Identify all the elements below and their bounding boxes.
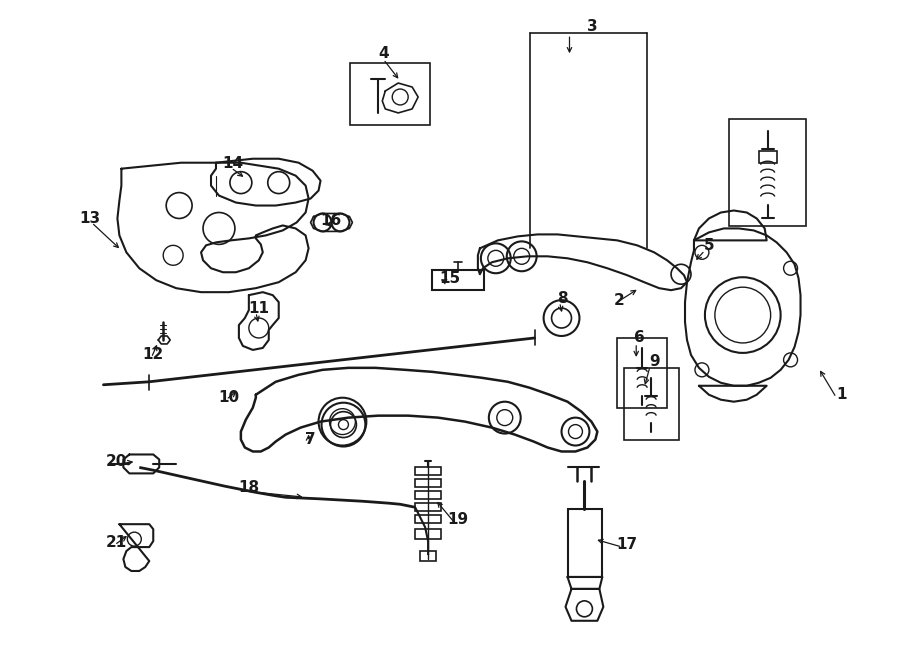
Bar	[415, 491, 441, 499]
Text: 21: 21	[106, 535, 127, 549]
Bar	[568, 509, 602, 577]
Text: 20: 20	[105, 454, 127, 469]
Bar	[432, 270, 484, 290]
Bar	[415, 467, 441, 475]
Bar	[420, 551, 436, 561]
Text: 5: 5	[704, 238, 715, 253]
Text: 10: 10	[219, 390, 239, 405]
Text: 3: 3	[587, 19, 598, 34]
Bar	[415, 503, 441, 511]
Bar	[415, 529, 441, 539]
Text: 12: 12	[142, 348, 164, 362]
Text: 15: 15	[439, 271, 461, 286]
Text: 2: 2	[614, 293, 625, 307]
Bar	[350, 63, 430, 125]
Text: 19: 19	[447, 512, 469, 527]
Text: 14: 14	[222, 156, 244, 171]
Bar	[759, 151, 777, 163]
Text: 1: 1	[836, 387, 847, 403]
Text: 13: 13	[79, 211, 100, 226]
Text: 16: 16	[320, 213, 341, 228]
Text: 4: 4	[378, 46, 389, 61]
Text: 7: 7	[305, 432, 316, 447]
Text: 17: 17	[616, 537, 638, 551]
Bar	[729, 119, 806, 227]
Bar	[625, 368, 679, 440]
Text: 9: 9	[649, 354, 660, 369]
Text: 18: 18	[238, 480, 259, 495]
Text: 6: 6	[634, 330, 644, 346]
Bar	[415, 515, 441, 524]
Text: 8: 8	[557, 291, 568, 305]
Bar	[617, 338, 667, 408]
Bar	[415, 479, 441, 487]
Text: 11: 11	[248, 301, 269, 315]
